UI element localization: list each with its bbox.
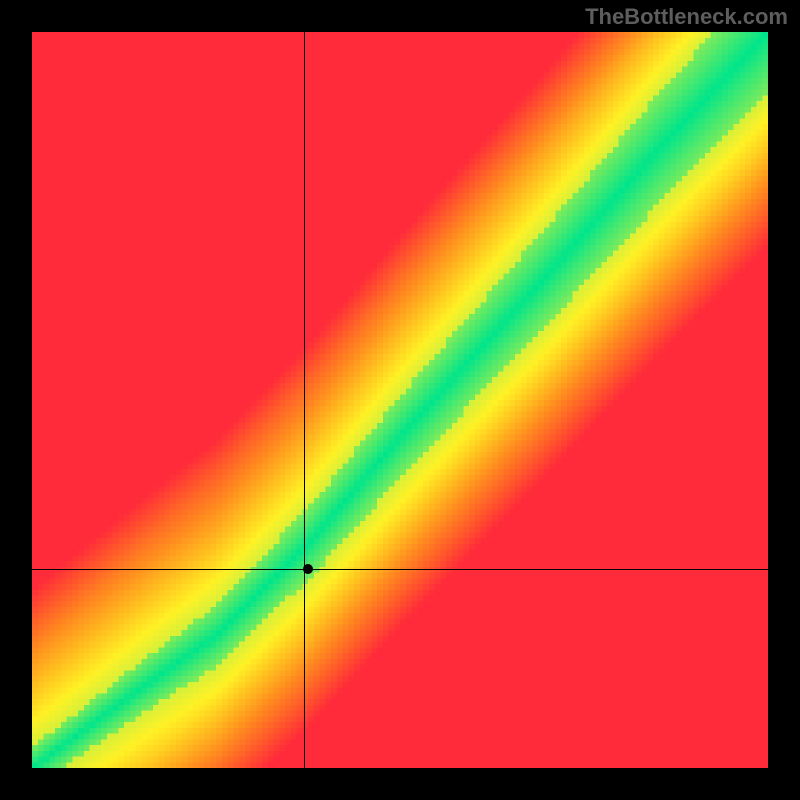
bottleneck-heatmap <box>32 32 768 768</box>
watermark-text: TheBottleneck.com <box>585 4 788 30</box>
crosshair-vertical <box>304 32 305 768</box>
current-point-marker <box>303 564 313 574</box>
plot-area <box>32 32 768 768</box>
crosshair-horizontal <box>32 569 768 570</box>
